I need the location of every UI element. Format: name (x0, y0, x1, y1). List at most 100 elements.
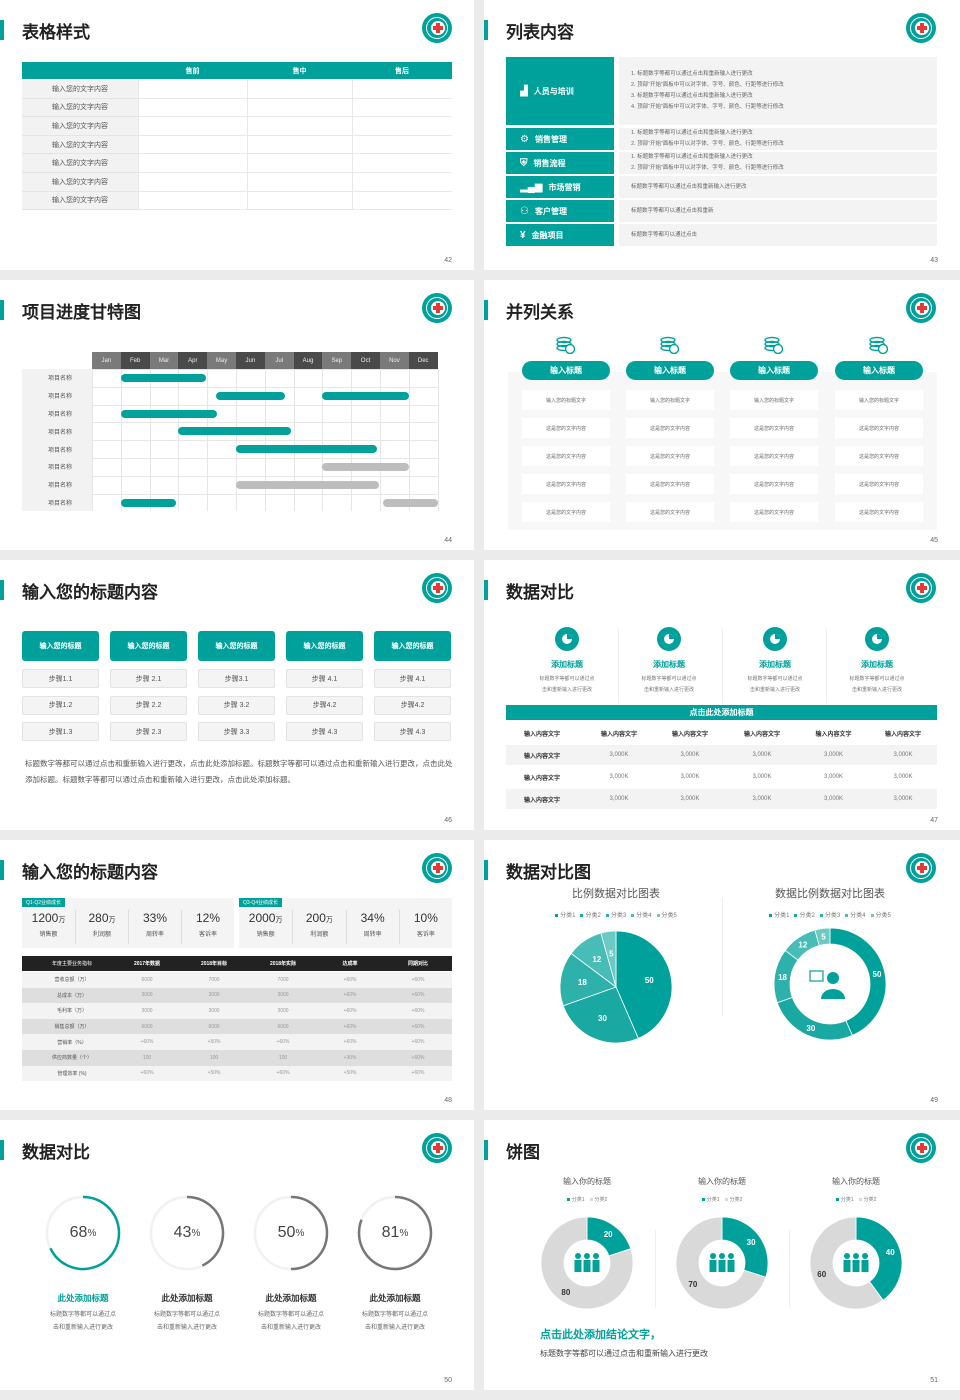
column-header-pill[interactable]: 输入标题 (730, 361, 818, 380)
column-header-pill[interactable]: 输入标题 (522, 361, 610, 380)
table-row (22, 1018, 452, 1035)
table-cell[interactable] (352, 98, 452, 118)
legend-item: 分类1 (769, 910, 789, 919)
step-box[interactable]: 步骤 4.1 (286, 669, 363, 688)
step-box[interactable]: 步骤3.1 (198, 669, 275, 688)
table-cell[interactable] (247, 154, 352, 173)
step-column-header[interactable]: 输入您的标题 (374, 631, 451, 661)
table-cell[interactable] (247, 191, 352, 211)
gantt-bar[interactable] (236, 480, 379, 489)
row-label: 输入您的文字内容 (22, 117, 138, 136)
step-box[interactable]: 步骤 2.3 (110, 722, 187, 741)
legend-item: 分类1 (566, 1196, 585, 1203)
table-cell[interactable] (138, 191, 247, 211)
legend-item: 分类3 (605, 910, 626, 919)
step-box[interactable]: 步骤1.2 (22, 695, 99, 715)
legend-label: 分类1 (560, 913, 576, 919)
data-label: 18 (578, 978, 587, 987)
table-cell[interactable] (138, 154, 247, 173)
gantt-bar[interactable] (120, 498, 176, 507)
column-header-pill[interactable]: 输入标题 (626, 361, 714, 380)
table-cell[interactable] (352, 173, 452, 192)
column-cell: 输入您的标题文字 (522, 390, 610, 410)
body (709, 1260, 717, 1272)
step-column-header[interactable]: 输入您的标题 (286, 631, 363, 661)
table-cell[interactable] (352, 191, 452, 211)
step-box[interactable]: 步骤 4.1 (374, 669, 451, 688)
slide-47[interactable]: 数据对比 47 添加标题 标题数字等都可以通过点 击和重新输入进行更改 添加标题 标题数字等… (484, 560, 960, 830)
gantt-bar[interactable] (215, 391, 285, 400)
step-box[interactable]: 步骤 4.3 (374, 722, 451, 741)
list-item-3[interactable]: ⛨ 销售流程 (506, 152, 614, 174)
ring-title: 此处添加标题 (265, 1293, 317, 1303)
slide-48[interactable]: 输入您的标题内容 48 Q1-Q2业绩成长 1200万 销售额 280万 利润额 33% 周转率… (0, 840, 474, 1110)
team-icon (574, 1253, 600, 1272)
table-cell[interactable] (247, 117, 352, 136)
step-box[interactable]: 步骤1.1 (22, 669, 99, 688)
stat-value-line: 12% (182, 910, 234, 929)
table-cell[interactable] (138, 98, 247, 118)
table-cell[interactable] (138, 117, 247, 136)
slide-51[interactable]: 饼图 51 输入你的标题 分类1 分类2 20 80 输入你的标题 分类1 分类2 30 70 输入你的… (484, 1120, 960, 1390)
slide-49[interactable]: 数据对比图 49 比例数据对比图表 分类1 分类2 分类3 分类4 分类5 50 30 18 12 5 数… (484, 840, 960, 1110)
logo-icon (422, 13, 452, 43)
task-name: 项目名称 (22, 422, 92, 441)
step-box[interactable]: 步骤 2.1 (110, 669, 187, 688)
table-cell[interactable] (247, 80, 352, 99)
column-header-pill[interactable]: 输入标题 (835, 361, 923, 380)
table-cell[interactable] (352, 80, 452, 99)
slide-46[interactable]: 输入您的标题内容 46 输入您的标题 步骤1.1 步骤1.2 步骤1.3 输入您的标题 步骤 … (0, 560, 474, 830)
table-cell[interactable] (352, 135, 452, 155)
gantt-bar[interactable] (236, 445, 378, 454)
percent-value: 43 (173, 1224, 192, 1241)
table-cell: 7000 (208, 976, 220, 983)
table-cell[interactable] (138, 173, 247, 192)
step-box[interactable]: 步骤 3.2 (198, 695, 275, 715)
list-item-2[interactable]: ⚙ 销售管理 (506, 128, 614, 150)
gantt-bar[interactable] (178, 427, 291, 436)
step-column-header[interactable]: 输入您的标题 (110, 631, 187, 661)
column-cell: 这是您的文字内容 (835, 446, 923, 466)
gantt-bar[interactable] (322, 463, 409, 471)
step-box[interactable]: 步骤4.2 (286, 695, 363, 715)
row-label: 输入您的文字内容 (22, 173, 138, 192)
table-cell[interactable] (138, 80, 247, 99)
description-line: 标题数字等都可以通过点击 (631, 231, 698, 238)
slide-43[interactable]: 列表内容 43 ▟ 人员与培训 1. 标题数字等都可以通过点击和重新输入进行更改 2. 顶… (484, 0, 960, 270)
pie-slice-分类1 (829, 927, 887, 1036)
step-box[interactable]: 步骤 4.3 (286, 722, 363, 741)
logo-inner-ring (426, 17, 448, 39)
shield-icon: ⛨ (520, 157, 528, 169)
list-item-5[interactable]: ⚇ 客户管理 (506, 200, 614, 222)
list-item-label: 销售管理 (534, 134, 567, 144)
list-item-4[interactable]: ▂▄▆ 市场营销 (506, 176, 614, 198)
slide-50[interactable]: 数据对比 50 68% 此处添加标题 标题数字等都可以通过点 击和重新输入进行更改 43% 此… (0, 1120, 474, 1390)
table-cell[interactable] (352, 154, 452, 173)
column-cell: 这是您的文字内容 (835, 418, 923, 438)
gantt-bar[interactable] (322, 391, 409, 400)
slide-44[interactable]: 项目进度甘特图 44 Jan Feb Mar Apr May Jun Jul Aug Sep Oct N… (0, 280, 474, 550)
step-box[interactable]: 步骤1.3 (22, 722, 99, 741)
table-cell[interactable] (247, 135, 352, 155)
step-column-header[interactable]: 输入您的标题 (22, 631, 99, 661)
title-accent-bar (0, 860, 4, 880)
table-cell[interactable] (352, 117, 452, 136)
gantt-bar[interactable] (382, 498, 438, 507)
step-column-header[interactable]: 输入您的标题 (198, 631, 275, 661)
step-box[interactable]: 步骤 2.2 (110, 695, 187, 715)
head (827, 972, 839, 984)
stat-value-line: 1200万 (22, 910, 75, 929)
step-box[interactable]: 步骤4.2 (374, 695, 451, 715)
stat-value: 1200 (31, 911, 59, 925)
step-box[interactable]: 步骤 3.3 (198, 722, 275, 741)
list-item-1[interactable]: ▟ 人员与培训 (506, 57, 614, 125)
table-cell[interactable] (247, 98, 352, 118)
list-item-6[interactable]: ¥ 金融项目 (506, 224, 614, 246)
slide-42[interactable]: 表格样式 42 售前 售中 售后 输入您的文字内容 输入您的文字内容 输入您的文字内容 输入您的… (0, 0, 474, 270)
gantt-bar[interactable] (120, 409, 218, 418)
table-cell[interactable] (138, 135, 247, 155)
slide-45[interactable]: 并列关系 45 输入标题 输入您的标题文字 这是您的文字内容 这是您的文字内容 这是您的文字… (484, 280, 960, 550)
page-number: 50 (444, 1377, 452, 1384)
gantt-bar[interactable] (120, 374, 206, 382)
table-cell[interactable] (247, 173, 352, 192)
